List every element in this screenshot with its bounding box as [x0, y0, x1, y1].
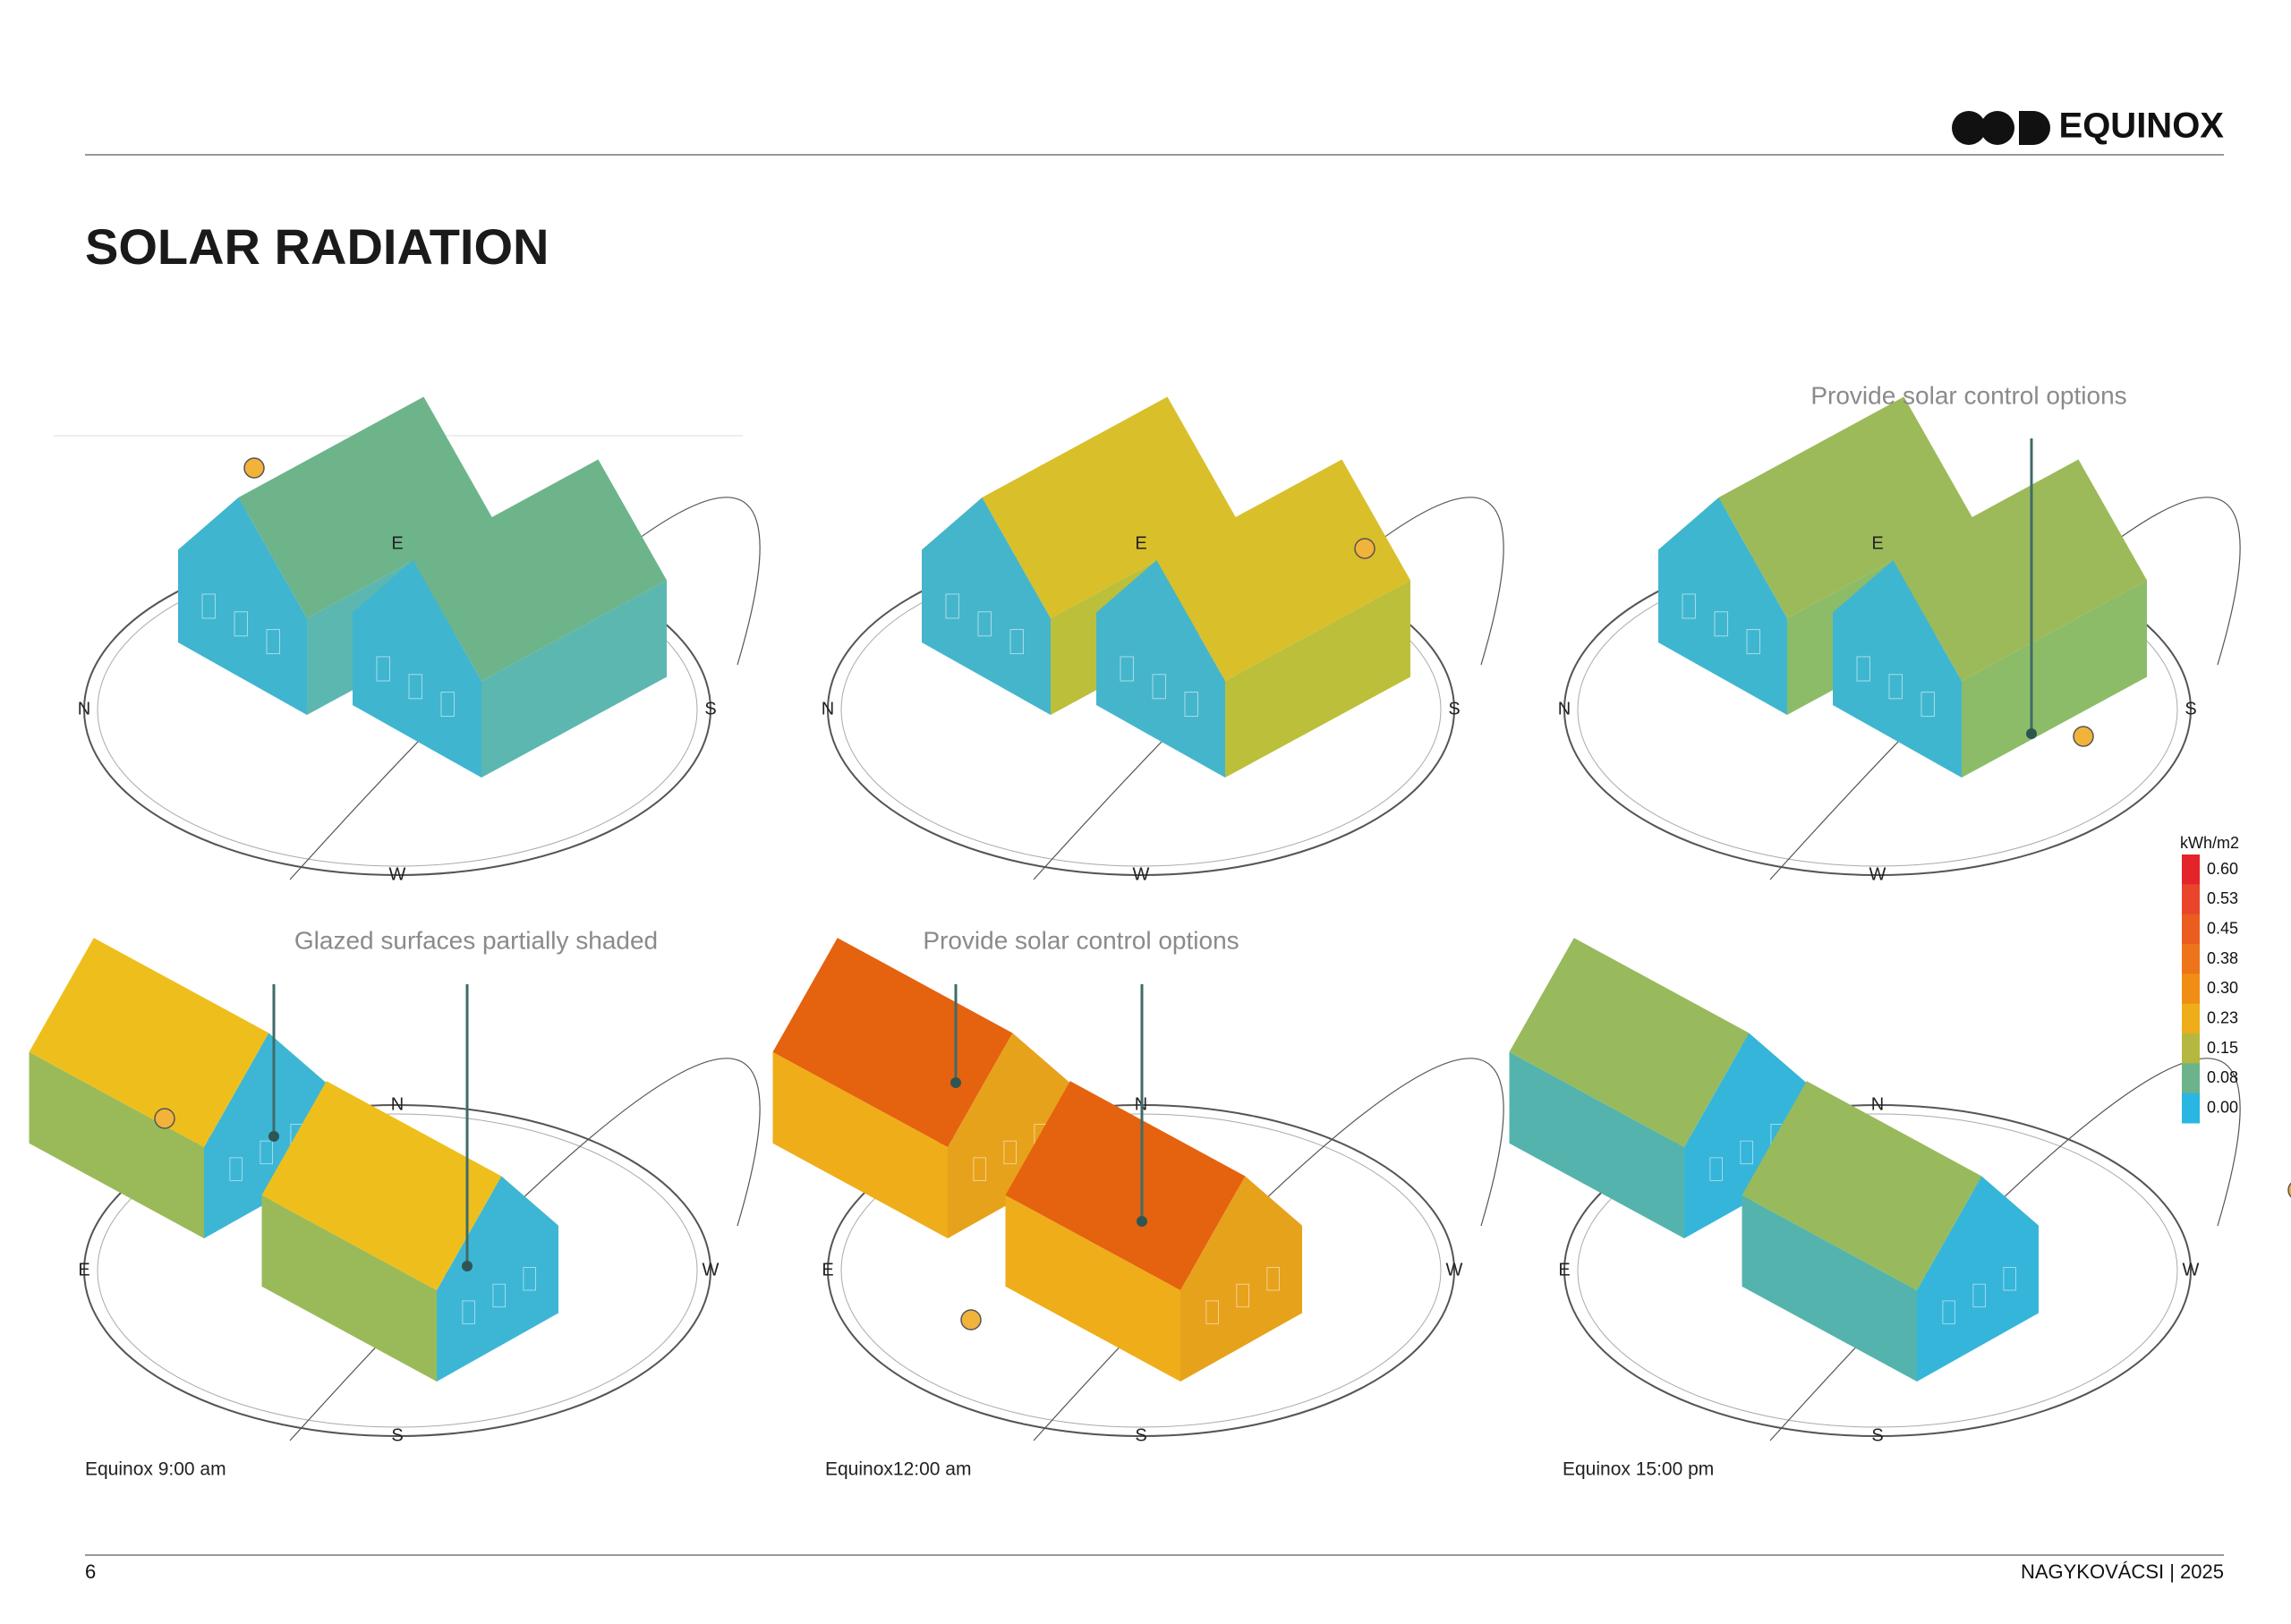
page-title: SOLAR RADIATION [85, 218, 549, 275]
legend-label: 0.30 [2207, 979, 2238, 997]
legend-swatch [2182, 855, 2200, 885]
leader-dot [2026, 728, 2037, 739]
radiation-diagram: E W S N [1510, 938, 2291, 1445]
compass-label: W [389, 864, 406, 884]
diagrams: NSWENSWENSWEEWSNEWSNEWSN [29, 397, 2291, 1446]
legend-swatch [2182, 974, 2200, 1004]
leader-dot [1137, 1216, 1147, 1227]
compass-label: N [391, 1094, 404, 1114]
compass-label: N [1871, 1094, 1884, 1114]
leader-dot [950, 1077, 961, 1088]
legend-title: kWh/m2 [2180, 834, 2239, 852]
compass-label: S [1871, 1425, 1883, 1445]
legend-swatch [2182, 1063, 2200, 1093]
compass-label: E [1135, 533, 1146, 553]
compass-label: S [391, 1425, 403, 1445]
radiation-diagram: E W S N [29, 938, 760, 1445]
legend-label: 0.08 [2207, 1068, 2238, 1086]
compass-label: S [2185, 699, 2196, 718]
sun [2074, 727, 2093, 746]
logo-mark [1952, 111, 2050, 145]
compass-label: E [1558, 1260, 1570, 1280]
compass-label: S [1135, 1425, 1146, 1445]
compass-label: E [1871, 533, 1883, 553]
compass-label: E [822, 1260, 833, 1280]
leader-dot [462, 1261, 473, 1271]
legend-label: 0.53 [2207, 889, 2238, 907]
compass-label: S [704, 699, 716, 718]
legend-swatch [2182, 1093, 2200, 1124]
caption: Equinox 15:00 pm [1563, 1459, 1714, 1480]
legend-swatch [2182, 884, 2200, 914]
compass-label: N [1558, 699, 1571, 718]
page-number: 6 [85, 1560, 96, 1583]
legend-swatch [2182, 944, 2200, 974]
annotation: Glazed surfaces partially shaded [294, 926, 658, 954]
legend-label: 0.45 [2207, 919, 2238, 937]
project-name: NAGYKOVÁCSI | 2025 [2021, 1560, 2224, 1583]
sun [155, 1109, 175, 1128]
legend-swatch [2182, 914, 2200, 945]
annotation: Provide solar control options [1810, 381, 2126, 409]
compass-label: W [1133, 864, 1150, 884]
radiation-diagram: N S W E [822, 397, 1503, 885]
compass-label: W [1869, 864, 1886, 884]
sun [961, 1310, 981, 1330]
legend-label: 0.00 [2207, 1098, 2238, 1116]
compass-label: S [1448, 699, 1460, 718]
compass-label: E [391, 533, 403, 553]
legend-label: 0.38 [2207, 949, 2238, 967]
compass-label: W [2183, 1260, 2200, 1280]
compass-label: W [1446, 1260, 1463, 1280]
radiation-diagram: N S W E [1558, 397, 2240, 885]
leader-dot [268, 1131, 279, 1142]
legend-label: 0.60 [2207, 860, 2238, 878]
legend-label: 0.15 [2207, 1039, 2238, 1057]
legend-label: 0.23 [2207, 1008, 2238, 1026]
compass-label: W [703, 1260, 720, 1280]
compass-label: E [78, 1260, 89, 1280]
radiation-diagram: N S W E [78, 397, 760, 885]
legend-swatch [2182, 1004, 2200, 1034]
annotation: Provide solar control options [923, 926, 1239, 954]
logo-text: EQUINOX [2059, 106, 2225, 146]
compass-label: N [822, 699, 834, 718]
legend-swatch [2182, 1033, 2200, 1064]
sun [244, 458, 264, 478]
compass-label: N [78, 699, 90, 718]
caption: Equinox12:00 am [825, 1459, 971, 1480]
legend: kWh/m2 0.60 0.53 0.45 0.38 0.30 0.23 0.15 0.08 0.… [2180, 834, 2239, 1124]
caption: Equinox 9:00 am [85, 1459, 226, 1480]
sun [1355, 539, 1375, 558]
